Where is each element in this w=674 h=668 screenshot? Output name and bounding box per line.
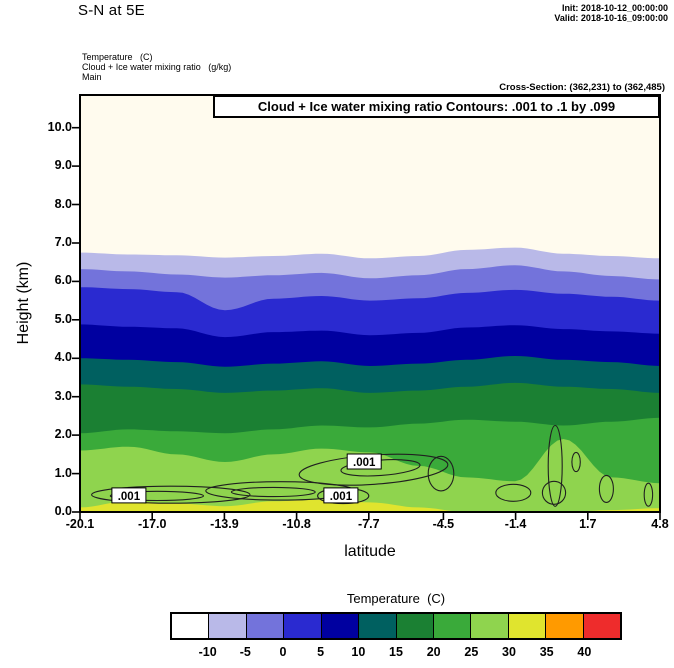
colorbar-tick-label: 0 (279, 645, 287, 659)
x-tick-label: 4.8 (651, 517, 669, 531)
temperature-colorbar (170, 612, 622, 640)
x-tick-label: -20.1 (65, 517, 95, 531)
colorbar-cell (470, 614, 508, 638)
field-label-temperature: Temperature (C) (82, 52, 153, 62)
contour-info-banner: Cloud + Ice water mixing ratio Contours:… (213, 95, 660, 118)
colorbar-tick-label: 25 (464, 645, 479, 659)
axis-tick-marks (72, 126, 661, 520)
colorbar-tick-label: 40 (577, 645, 592, 659)
y-tick-label: 2.0 (54, 427, 72, 442)
svg-text:.001: .001 (118, 491, 141, 503)
colorbar-tick-label: 30 (502, 645, 516, 659)
colorbar-cell (395, 614, 433, 638)
cloud-contour-labels: .001 .001 .001 (111, 453, 382, 504)
page-title: S-N at 5E (78, 2, 145, 19)
y-tick-label: 9.0 (54, 158, 72, 173)
y-tick-label: 8.0 (54, 196, 72, 211)
x-axis-label: latitude (344, 543, 396, 560)
colorbar-cell (283, 614, 321, 638)
colorbar-tick-label: 35 (539, 645, 554, 659)
colorbar-cell (507, 614, 546, 638)
svg-text:.001: .001 (353, 457, 376, 469)
colorbar-cell (582, 614, 621, 638)
field-label-domain: Main (82, 72, 102, 82)
colorbar-tick-label: 20 (426, 645, 441, 659)
x-tick-label: -17.0 (137, 517, 167, 531)
colorbar-cell (208, 614, 246, 638)
colorbar-cell (358, 614, 396, 638)
y-tick-label: 0.0 (54, 504, 72, 518)
colorbar-cell (320, 614, 359, 638)
valid-timestamp: Valid: 2018-10-16_09:00:00 (554, 13, 668, 23)
colorbar-tick-label: 15 (389, 645, 403, 659)
colorbar-cell (172, 614, 209, 638)
colorbar-tick-label: -5 (239, 645, 251, 659)
field-label-cloud-ice: Cloud + Ice water mixing ratio (g/kg) (82, 62, 232, 72)
colorbar-tick-label: -10 (198, 645, 217, 659)
colorbar-tick-label: 10 (351, 645, 366, 659)
init-timestamp: Init: 2018-10-12_00:00:00 (561, 3, 668, 13)
colorbar-cell (432, 614, 471, 638)
x-tick-label: -1.4 (504, 517, 527, 531)
x-tick-label: 1.7 (579, 517, 597, 531)
y-tick-label: 10.0 (47, 119, 72, 134)
y-tick-label: 6.0 (54, 273, 72, 288)
x-tick-label: -7.7 (358, 517, 380, 531)
x-tick-label: -4.5 (432, 517, 455, 531)
temperature-bands (80, 247, 660, 512)
colorbar-cell (245, 614, 284, 638)
colorbar-title: Temperature (C) (346, 591, 446, 606)
y-tick-label: 5.0 (54, 311, 72, 326)
y-axis-label: Height (km) (15, 261, 32, 345)
y-tick-label: 3.0 (54, 388, 72, 403)
colorbar-tick-label: 5 (317, 645, 325, 659)
y-tick-label: 7.0 (54, 234, 72, 249)
colorbar-cell (545, 614, 583, 638)
y-tick-label: 1.0 (54, 465, 72, 480)
x-tick-label: -13.9 (210, 517, 239, 531)
y-tick-label: 4.0 (54, 350, 72, 365)
svg-text:.001: .001 (330, 491, 353, 503)
cross-section-coords: Cross-Section: (362,231) to (362,485) (499, 82, 665, 93)
x-tick-label: -10.8 (282, 517, 311, 531)
